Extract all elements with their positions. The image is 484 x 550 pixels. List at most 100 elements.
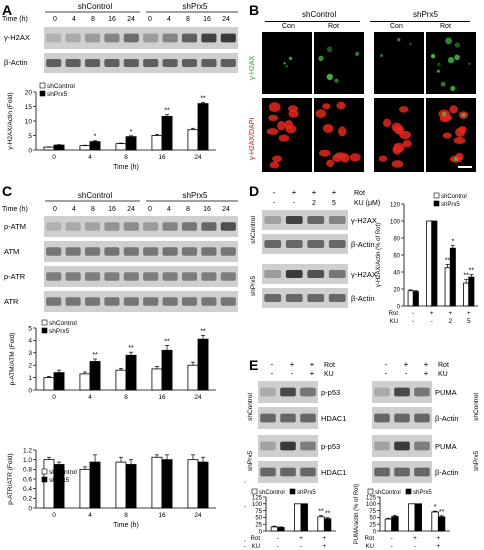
ku-value: 2 bbox=[312, 200, 316, 207]
h2ax-focus bbox=[379, 53, 384, 58]
blot-band bbox=[285, 294, 303, 302]
y-tick-label: 0.4 bbox=[23, 486, 32, 493]
x-row-label: Rot bbox=[365, 536, 375, 542]
h2ax-focus bbox=[397, 38, 401, 42]
ku-value: - bbox=[273, 200, 276, 207]
bar bbox=[79, 373, 91, 391]
group-label-shprx5: shPrx5 bbox=[183, 191, 208, 200]
x-row-value: - bbox=[414, 543, 416, 550]
ku-sign: - bbox=[291, 369, 294, 378]
blot-band bbox=[123, 222, 139, 231]
bar bbox=[414, 503, 422, 532]
dapi-nucleus bbox=[399, 130, 411, 140]
blot-strip bbox=[262, 234, 348, 254]
blot-band bbox=[414, 467, 430, 477]
blot-strip bbox=[258, 461, 318, 483]
time-point: 16 bbox=[203, 206, 211, 213]
blot-band bbox=[46, 247, 62, 256]
blot-band bbox=[264, 240, 282, 248]
h2ax-focus bbox=[436, 69, 440, 73]
bar bbox=[317, 516, 325, 532]
dapi-nucleus bbox=[349, 153, 361, 162]
rot-sign: - bbox=[385, 360, 388, 369]
time-point: 0 bbox=[53, 206, 57, 213]
x-tick-label: 24 bbox=[194, 154, 202, 161]
bar bbox=[151, 368, 163, 391]
bar-chart: 0 1 2 3 4 5 p-ATM/ATM (Fold) 0 ** 4 ** 8 ** 16 ** 24 shC… bbox=[9, 319, 216, 401]
rot-sign: + bbox=[312, 188, 317, 197]
blot-band bbox=[201, 272, 217, 281]
dapi-nucleus bbox=[453, 136, 466, 145]
y-tick-label: 125 bbox=[252, 495, 263, 501]
legend-swatch bbox=[41, 468, 48, 475]
legend-swatch bbox=[41, 319, 48, 326]
x-row-label: KU bbox=[252, 544, 260, 550]
dapi-nucleus bbox=[449, 105, 458, 114]
legend-label: shPrx5 bbox=[441, 202, 460, 208]
y-axis-label: γ-H2AX/Actin (Fold) bbox=[7, 92, 14, 149]
blot-band bbox=[394, 467, 410, 477]
blot-band bbox=[394, 387, 410, 397]
h2ax-focus bbox=[355, 51, 360, 56]
x-tick-label: 16 bbox=[158, 394, 166, 401]
legend-label: shControl bbox=[49, 469, 77, 476]
bar-chart: 0 5 10 15 20 γ-H2AX/Actin (Fold) 0 * 4 * 8 ** 16 ** 24… bbox=[7, 82, 216, 171]
blot-label: PUMA bbox=[435, 388, 457, 397]
blot-band bbox=[260, 413, 276, 423]
blot-band bbox=[220, 33, 236, 43]
micrograph-h2ax bbox=[262, 32, 312, 94]
h2ax-focus bbox=[318, 55, 324, 62]
blot-band bbox=[220, 222, 236, 231]
bar bbox=[426, 220, 433, 307]
h2ax-focus bbox=[447, 56, 455, 64]
blot-label: γ-H2AX bbox=[351, 270, 377, 279]
h2ax-focus bbox=[326, 73, 333, 81]
row-group-label: shPrx5 bbox=[247, 451, 254, 472]
time-point: 0 bbox=[148, 206, 152, 213]
group-label-shprx5: shPrx5 bbox=[183, 2, 208, 11]
dapi-nucleus bbox=[268, 102, 281, 113]
blot-band bbox=[46, 33, 62, 43]
bar bbox=[53, 144, 65, 151]
ku-label: KU bbox=[438, 371, 448, 378]
y-tick-label: 25 bbox=[255, 523, 262, 529]
dapi-nucleus bbox=[378, 155, 388, 162]
x-tick-label: 8 bbox=[124, 154, 128, 161]
y-tick-label: 5 bbox=[28, 133, 32, 140]
time-label: Time (h) bbox=[2, 206, 28, 213]
blot-band bbox=[46, 222, 62, 231]
h2ax-focus bbox=[450, 85, 456, 92]
rot-label: Rot bbox=[438, 362, 449, 369]
panel-b-row-label-merge: γ-H2AX/DAPI bbox=[249, 117, 256, 160]
dapi-nucleus bbox=[266, 128, 279, 135]
dapi-nucleus bbox=[285, 124, 297, 134]
bar bbox=[187, 129, 199, 151]
blot-band bbox=[143, 59, 159, 67]
blot-band bbox=[280, 413, 296, 423]
x-row-value: - bbox=[431, 318, 433, 325]
rot-sign: - bbox=[273, 188, 276, 197]
blot-band bbox=[181, 272, 198, 281]
legend-label: shPrx5 bbox=[297, 490, 316, 496]
time-point: 16 bbox=[108, 16, 116, 23]
significance-marker: * bbox=[451, 239, 454, 246]
panel-letter-b: B bbox=[249, 2, 260, 18]
bar bbox=[384, 518, 393, 532]
time-point: 16 bbox=[203, 16, 211, 23]
x-axis-label: Time (h) bbox=[113, 522, 139, 529]
blot-background bbox=[44, 216, 238, 237]
blot-band bbox=[280, 387, 296, 397]
y-tick-label: 15 bbox=[25, 104, 33, 111]
x-row-label: Rot bbox=[389, 311, 399, 317]
legend-label: shControl bbox=[259, 490, 285, 496]
rot-sign: - bbox=[271, 360, 274, 369]
blot-actin bbox=[44, 53, 238, 73]
row-group-label: shControl bbox=[250, 216, 257, 244]
y-tick-label: 125 bbox=[366, 495, 377, 501]
time-point: 4 bbox=[72, 206, 76, 213]
significance-marker: ** bbox=[128, 345, 134, 352]
y-tick-label: 10 bbox=[25, 118, 33, 125]
legend-label: shPrx5 bbox=[49, 477, 70, 484]
time-point: 0 bbox=[148, 16, 152, 23]
